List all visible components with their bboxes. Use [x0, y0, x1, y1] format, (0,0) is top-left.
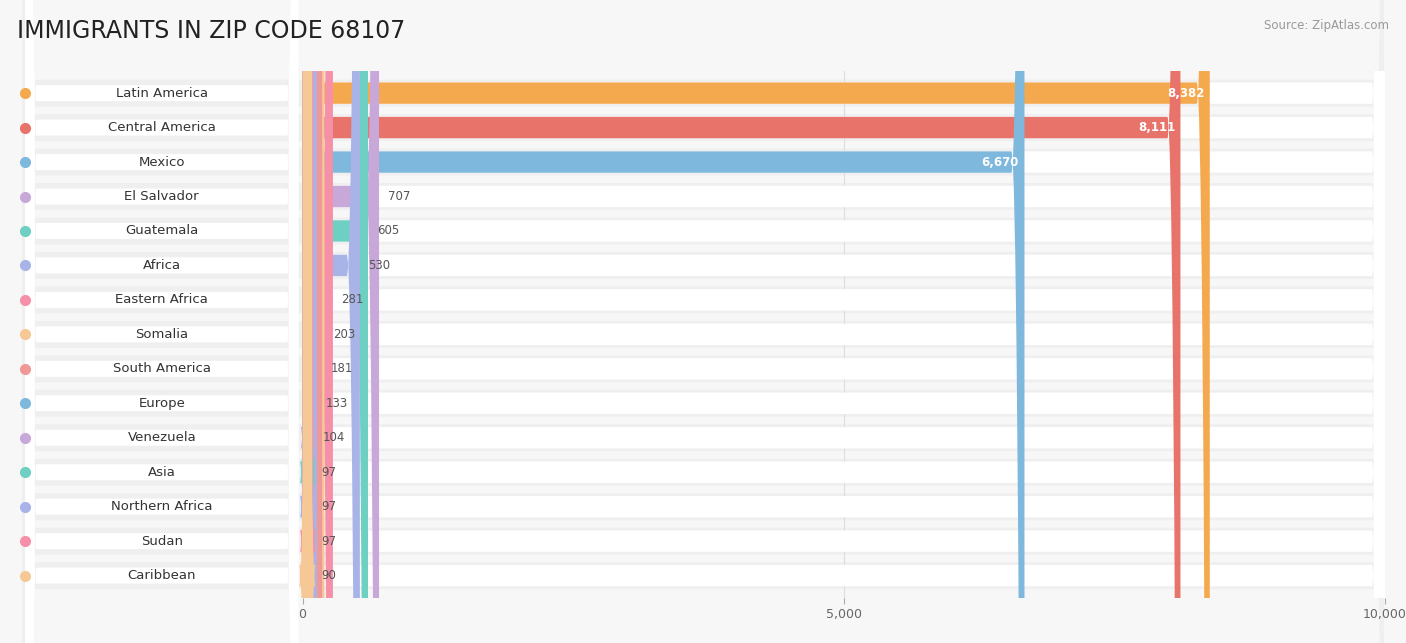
Text: Asia: Asia [148, 466, 176, 478]
Text: Source: ZipAtlas.com: Source: ZipAtlas.com [1264, 19, 1389, 32]
Text: Eastern Africa: Eastern Africa [115, 293, 208, 307]
Text: IMMIGRANTS IN ZIP CODE 68107: IMMIGRANTS IN ZIP CODE 68107 [17, 19, 405, 43]
FancyBboxPatch shape [302, 0, 1385, 643]
FancyBboxPatch shape [302, 0, 1385, 643]
FancyBboxPatch shape [302, 0, 1385, 643]
FancyBboxPatch shape [25, 0, 298, 643]
Text: 530: 530 [368, 259, 391, 272]
FancyBboxPatch shape [22, 0, 1384, 643]
Text: Caribbean: Caribbean [128, 569, 195, 582]
Text: 97: 97 [322, 466, 336, 478]
FancyBboxPatch shape [22, 0, 1384, 643]
FancyBboxPatch shape [25, 0, 298, 643]
FancyBboxPatch shape [25, 0, 298, 643]
FancyBboxPatch shape [25, 0, 298, 643]
Text: 97: 97 [322, 500, 336, 513]
FancyBboxPatch shape [302, 0, 1385, 643]
FancyBboxPatch shape [302, 0, 1385, 643]
Text: 104: 104 [322, 431, 344, 444]
FancyBboxPatch shape [302, 0, 1385, 643]
Text: Europe: Europe [138, 397, 186, 410]
FancyBboxPatch shape [25, 0, 298, 643]
FancyBboxPatch shape [299, 0, 315, 643]
FancyBboxPatch shape [22, 0, 1384, 643]
FancyBboxPatch shape [22, 0, 1384, 643]
Text: 181: 181 [330, 362, 353, 376]
FancyBboxPatch shape [22, 0, 1384, 643]
Text: South America: South America [112, 362, 211, 376]
FancyBboxPatch shape [302, 0, 360, 643]
Text: 8,111: 8,111 [1137, 121, 1175, 134]
Text: Mexico: Mexico [139, 156, 186, 168]
Text: Sudan: Sudan [141, 534, 183, 548]
FancyBboxPatch shape [302, 0, 1385, 643]
Text: Guatemala: Guatemala [125, 224, 198, 237]
Text: Somalia: Somalia [135, 328, 188, 341]
FancyBboxPatch shape [22, 0, 1384, 643]
FancyBboxPatch shape [25, 0, 298, 643]
Text: 281: 281 [342, 293, 364, 307]
FancyBboxPatch shape [25, 0, 298, 643]
FancyBboxPatch shape [302, 0, 333, 643]
FancyBboxPatch shape [302, 0, 1385, 643]
FancyBboxPatch shape [25, 0, 298, 643]
FancyBboxPatch shape [302, 0, 368, 643]
FancyBboxPatch shape [22, 0, 1384, 643]
FancyBboxPatch shape [302, 0, 1385, 643]
FancyBboxPatch shape [25, 0, 298, 643]
FancyBboxPatch shape [302, 0, 1385, 643]
FancyBboxPatch shape [299, 0, 315, 643]
FancyBboxPatch shape [302, 0, 1385, 643]
FancyBboxPatch shape [302, 0, 316, 643]
FancyBboxPatch shape [25, 0, 298, 643]
FancyBboxPatch shape [299, 0, 315, 643]
FancyBboxPatch shape [301, 0, 315, 643]
FancyBboxPatch shape [302, 0, 1025, 643]
FancyBboxPatch shape [302, 0, 1209, 643]
FancyBboxPatch shape [22, 0, 1384, 643]
Text: 707: 707 [388, 190, 411, 203]
FancyBboxPatch shape [299, 0, 315, 643]
FancyBboxPatch shape [302, 0, 380, 643]
Text: Latin America: Latin America [115, 87, 208, 100]
FancyBboxPatch shape [22, 0, 1384, 643]
FancyBboxPatch shape [25, 0, 298, 643]
Text: Venezuela: Venezuela [128, 431, 197, 444]
Text: 8,382: 8,382 [1167, 87, 1205, 100]
FancyBboxPatch shape [22, 0, 1384, 643]
FancyBboxPatch shape [22, 0, 1384, 643]
Text: 90: 90 [321, 569, 336, 582]
FancyBboxPatch shape [302, 0, 1385, 643]
FancyBboxPatch shape [22, 0, 1384, 643]
Text: Northern Africa: Northern Africa [111, 500, 212, 513]
FancyBboxPatch shape [302, 0, 1181, 643]
Text: El Salvador: El Salvador [125, 190, 200, 203]
Text: 605: 605 [377, 224, 399, 237]
FancyBboxPatch shape [302, 0, 1385, 643]
FancyBboxPatch shape [302, 0, 322, 643]
FancyBboxPatch shape [22, 0, 1384, 643]
FancyBboxPatch shape [302, 0, 325, 643]
FancyBboxPatch shape [25, 0, 298, 643]
FancyBboxPatch shape [302, 0, 1385, 643]
Text: Central America: Central America [108, 121, 215, 134]
Text: Africa: Africa [143, 259, 181, 272]
Text: 203: 203 [333, 328, 356, 341]
FancyBboxPatch shape [25, 0, 298, 643]
FancyBboxPatch shape [25, 0, 298, 643]
Text: 97: 97 [322, 534, 336, 548]
Text: 6,670: 6,670 [981, 156, 1019, 168]
FancyBboxPatch shape [25, 0, 298, 643]
Text: 133: 133 [326, 397, 347, 410]
FancyBboxPatch shape [22, 0, 1384, 643]
FancyBboxPatch shape [22, 0, 1384, 643]
FancyBboxPatch shape [302, 0, 1385, 643]
